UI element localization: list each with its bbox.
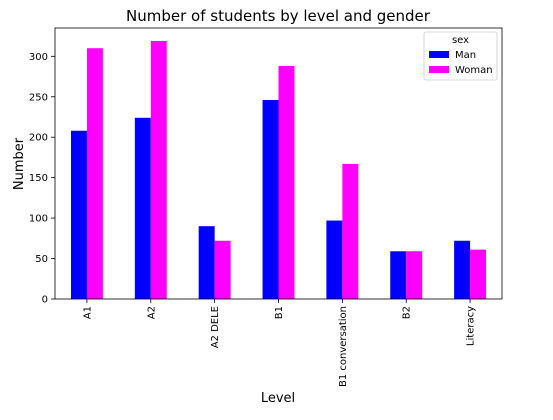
y-tick-label: 50 bbox=[35, 254, 48, 265]
chart-title: Number of students by level and gender bbox=[126, 7, 431, 25]
legend-swatch-woman bbox=[429, 66, 449, 73]
x-axis: A1 A2 A2 DELE B1 B1 conversation B2 Literacy bbox=[82, 299, 477, 387]
bar-woman-b2 bbox=[406, 251, 423, 299]
bar-man-a1 bbox=[70, 130, 87, 299]
bar-woman-b1-conversation bbox=[342, 163, 359, 299]
y-tick-label: 250 bbox=[29, 92, 48, 103]
bar-man-literacy bbox=[454, 240, 471, 299]
legend-label-man: Man bbox=[455, 50, 476, 61]
bar-woman-b1 bbox=[278, 66, 295, 299]
bars-group bbox=[70, 40, 487, 300]
plot-frame bbox=[54, 27, 503, 300]
bar-woman-a2 bbox=[150, 40, 167, 299]
legend: sex Man Woman bbox=[423, 31, 498, 81]
y-tick-label: 300 bbox=[29, 52, 48, 63]
bar-man-a2 bbox=[134, 117, 151, 299]
x-tick-label: A1 bbox=[82, 306, 93, 319]
x-tick-label: A2 DELE bbox=[210, 306, 221, 348]
x-tick-label: B2 bbox=[402, 306, 413, 319]
bar-woman-a2-dele bbox=[214, 240, 231, 299]
legend-label-woman: Woman bbox=[455, 65, 493, 76]
y-axis: 0 50 100 150 200 250 300 bbox=[29, 52, 55, 306]
x-tick-label: A2 bbox=[146, 306, 157, 319]
bar-man-a2-dele bbox=[198, 226, 215, 299]
x-axis-label: Level bbox=[261, 391, 295, 406]
bar-man-b1-conversation bbox=[326, 220, 343, 299]
y-tick-label: 0 bbox=[42, 295, 48, 306]
bar-woman-a1 bbox=[86, 48, 103, 300]
legend-swatch-man bbox=[429, 51, 449, 58]
bar-man-b1 bbox=[262, 99, 279, 300]
bar-woman-literacy bbox=[470, 249, 487, 299]
y-tick-label: 150 bbox=[29, 173, 48, 184]
x-tick-label: B1 bbox=[274, 306, 285, 319]
y-tick-label: 100 bbox=[29, 214, 48, 225]
x-tick-label: Literacy bbox=[466, 306, 477, 346]
bar-man-b2 bbox=[390, 251, 407, 299]
x-tick-label: B1 conversation bbox=[338, 306, 349, 387]
y-axis-label: Number bbox=[12, 137, 27, 190]
y-tick-label: 200 bbox=[29, 133, 48, 144]
legend-title: sex bbox=[452, 35, 469, 46]
